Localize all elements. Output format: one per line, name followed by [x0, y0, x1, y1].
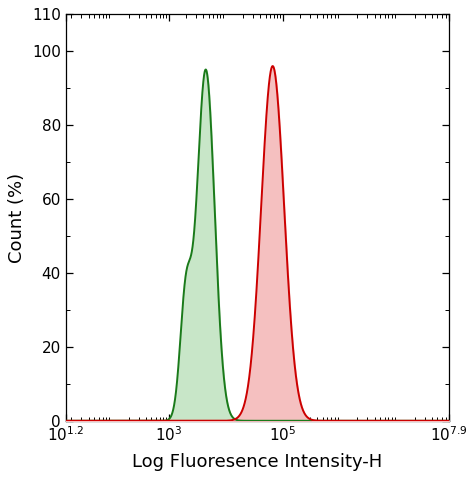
X-axis label: Log Fluoresence Intensity-H: Log Fluoresence Intensity-H — [132, 453, 382, 471]
Y-axis label: Count (%): Count (%) — [9, 172, 26, 262]
